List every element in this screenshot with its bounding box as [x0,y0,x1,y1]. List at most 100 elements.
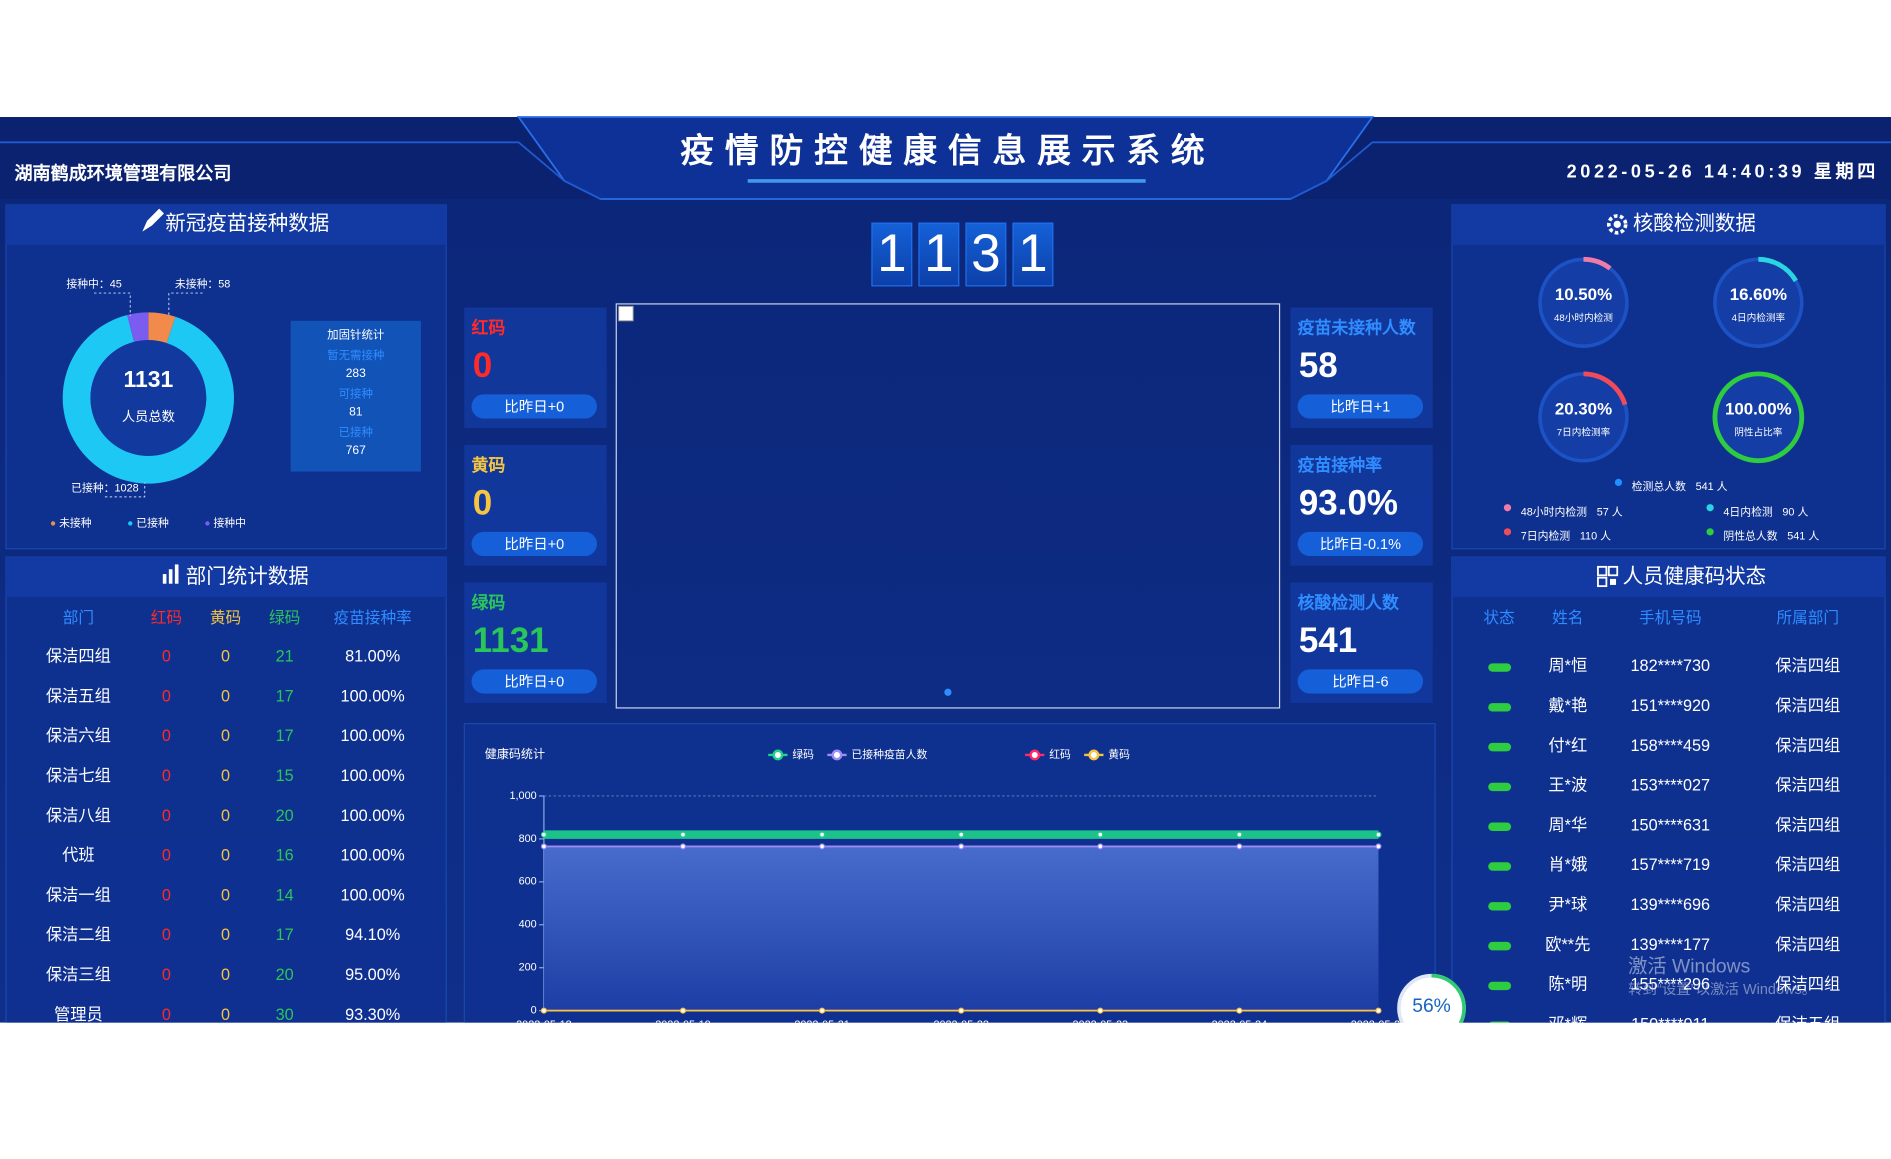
table-cell: 周*恒 [1548,657,1587,675]
table-cell: 17 [276,687,294,705]
data-point [819,831,826,838]
card-change-pill [1297,394,1424,419]
table-cell: 0 [221,767,230,785]
counter-digit: 1 [877,224,907,283]
table-cell: 0 [162,767,171,785]
status-pill [1488,742,1512,752]
y-tick-label: 0 [531,1005,537,1017]
counter-box [1012,222,1054,287]
table-cell: 尹*球 [1548,896,1587,914]
ring-arc [1758,256,1798,283]
panel-title: 部门统计数据 [186,565,309,588]
table-header: 所属部门 [1776,609,1839,627]
table-cell: 15 [276,767,294,785]
table-cell: 17 [276,926,294,944]
legend-label: 阴性总人数 [1723,529,1777,543]
table-cell: 139****177 [1630,936,1710,954]
ring-value: 100.00% [1725,400,1792,419]
ring-value: 10.50% [1555,285,1612,304]
table-cell: 0 [162,847,171,865]
legend-marker [1088,749,1100,761]
data-point [1375,843,1382,850]
booster-label: 可接种 [339,386,373,400]
panel-title-bar [1452,205,1885,245]
table-cell: 0 [221,966,230,984]
card-label: 红码 [472,318,506,338]
gauge-label: 56% [1412,996,1451,1017]
carousel-dot [944,688,952,696]
status-pill [1488,941,1512,951]
table-cell: 94.10% [345,926,400,944]
table-cell: 保洁四组 [1775,697,1840,715]
chart-title: 健康码统计 [485,746,545,761]
table-cell: 保洁二组 [46,926,111,944]
data-point [679,831,687,838]
counter-box [965,222,1007,287]
card-label: 疫苗未接种人数 [1298,318,1416,338]
donut-total: 1131 [123,366,173,392]
counter-box [918,222,960,287]
donut-hole [90,340,207,456]
panel [1451,556,1886,1029]
donut-segment [127,312,149,342]
table-cell: 30 [276,1006,294,1024]
status-pill [1488,782,1512,792]
table-cell: 20 [276,807,294,825]
legend-dot [128,521,133,526]
legend-dot [1503,504,1512,512]
data-point [819,1007,826,1014]
donut-label: 未接种：58 [175,276,230,290]
status-pill [1488,902,1512,911]
table-cell: 17 [276,727,294,745]
ring-arc [1583,371,1628,406]
legend-label: 接种中 [213,515,246,529]
legend-dot [1503,528,1512,536]
data-point [1097,831,1104,838]
data-point [1236,1007,1243,1014]
table-cell: 0 [162,1006,171,1024]
data-point [1097,843,1104,850]
counter-digit: 1 [924,224,954,283]
icon-bars [168,569,173,584]
data-point [1375,831,1382,838]
table-cell: 100.00% [341,767,405,785]
legend-marker [1029,749,1041,761]
ring-arc [1583,256,1612,271]
data-point [819,843,826,850]
table-cell: 代班 [62,847,95,865]
legend-label: 7日内检测 [1521,529,1571,543]
legend-label: 未接种 [59,515,92,529]
table-cell: 保洁四组 [1775,936,1840,954]
y-tick-label: 1,000 [510,790,537,802]
y-tick-label: 600 [519,876,537,888]
icon-gear [1613,220,1621,228]
panel [1451,204,1886,550]
legend-label: 48小时内检测 [1521,504,1587,518]
data-point [540,831,547,838]
legend-marker [772,749,784,761]
legend-value: 90 人 [1782,505,1808,518]
table-cell: 保洁六组 [46,727,111,745]
table-cell: 0 [162,886,171,904]
legend-label: 黄码 [1108,747,1130,761]
table-cell: 20 [276,966,294,984]
donut-segment [148,312,176,344]
card-label: 疫苗接种率 [1298,455,1383,475]
table-header: 红码 [151,609,182,627]
data-point [958,843,965,850]
ring-value: 20.30% [1555,400,1612,419]
legend-label: 红码 [1049,748,1071,761]
panel [5,556,447,1029]
legend-dot [205,521,210,526]
card-change: 比昨日-0.1% [1320,536,1401,553]
datetime: 2022-05-26 14:40:39 星期四 [1567,161,1879,181]
table-cell: 81.00% [345,648,400,666]
table-header: 黄码 [210,609,241,627]
data-point [1375,1007,1382,1014]
data-point [1097,1007,1104,1014]
card-change-pill [1297,669,1424,694]
leader-line [104,482,146,498]
y-tick-label: 400 [519,919,537,931]
data-point [1236,831,1243,838]
table-cell: 王*波 [1548,777,1587,795]
